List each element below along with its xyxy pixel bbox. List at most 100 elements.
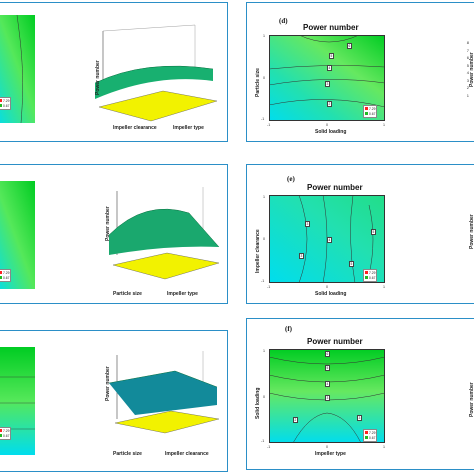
surface-plot-left-1 xyxy=(94,24,218,122)
surface-mesh xyxy=(109,371,217,415)
contour-plot-e: 3 3 4 5 5 xyxy=(269,195,385,283)
panel-f: (f) Power number 2 3 3 4 5 6 7.29 0.67 -… xyxy=(246,318,474,470)
y-tick: 0 xyxy=(263,76,265,80)
contour-title-f: Power number xyxy=(307,337,363,346)
x-axis-label-e: Solid loading xyxy=(315,291,347,297)
contour-level-label: 6 xyxy=(325,351,330,357)
contour-level-label: 3 xyxy=(357,415,362,421)
contour-plot-d: 2 3 4 5 6 xyxy=(269,35,385,121)
z-tick: 6 xyxy=(466,55,469,60)
x-tick: -1 xyxy=(267,123,271,127)
y-axis-label-f: Solid loading xyxy=(255,387,261,419)
z-axis-label-left-2: Power number xyxy=(105,206,111,241)
z-ticks-d: 8 7 6 5 4 3 2 1 xyxy=(461,39,469,99)
y-tick: 1 xyxy=(263,34,265,38)
x-tick: 1 xyxy=(383,123,385,127)
y-tick: 1 xyxy=(263,195,265,199)
legend-low: 0.67 xyxy=(3,103,10,108)
contour-level-label: 3 xyxy=(305,221,310,227)
x-tick: 0 xyxy=(326,285,328,289)
legend-f: 7.29 0.67 xyxy=(363,429,378,442)
legend-high: 7.29 xyxy=(369,270,376,275)
legend-left-1: 7.29 0.67 xyxy=(0,97,12,110)
contour-level-label: 4 xyxy=(327,237,332,243)
z-tick: 5 xyxy=(466,62,469,68)
x-axis-label-d: Solid loading xyxy=(315,129,347,135)
x-tick: 0 xyxy=(326,123,328,127)
legend-low: 0.67 xyxy=(369,111,376,116)
y-axis-label-left-2: Impeller type xyxy=(167,291,198,297)
surface-floor xyxy=(114,410,220,434)
contour-level-label: 5 xyxy=(371,229,376,235)
z-tick: 1 xyxy=(466,92,469,98)
panel-e: (e) Power number 3 3 4 5 5 7.29 0.67 -1 … xyxy=(246,164,474,304)
legend-high: 7.29 xyxy=(369,106,376,111)
contour-level-label: 4 xyxy=(327,65,332,71)
surface-plot-left-3 xyxy=(108,351,220,434)
legend-left-3: 7.29 0.67 xyxy=(0,427,12,440)
contour-level-label: 5 xyxy=(349,261,354,267)
z-axis-label-left-1: Power number xyxy=(95,60,101,95)
y-tick: -1 xyxy=(261,439,265,443)
legend-high: 7.29 xyxy=(3,270,10,275)
panel-label-f: (f) xyxy=(285,325,292,333)
legend-left-2: 7.29 0.67 xyxy=(0,269,12,282)
contour-level-label: 3 xyxy=(325,81,330,87)
z-axis-label-left-3: Power number xyxy=(105,366,111,401)
y-axis-label-e: Impeller clearance xyxy=(255,229,261,273)
y-axis-label-left-1: Impeller type xyxy=(173,125,204,131)
surface-plot-left-2 xyxy=(108,187,220,280)
x-tick: 1 xyxy=(383,445,385,449)
panel-d: (d) Power number 2 3 4 5 6 7.29 0.67 -1 … xyxy=(246,2,474,142)
y-axis-label-d: Particle size xyxy=(255,68,261,97)
x-axis-label-f: Impeller type xyxy=(315,451,346,457)
y-axis-label-left-3: Impeller clearance xyxy=(165,451,209,457)
z-axis-label-d: Power number xyxy=(469,52,474,87)
legend-d: 7.29 0.67 xyxy=(363,105,378,118)
x-axis-label-left-3: Particle size xyxy=(113,451,142,457)
z-tick: 7 xyxy=(466,47,469,53)
x-tick: -1 xyxy=(267,285,271,289)
contour-title-d: Power number xyxy=(303,23,359,32)
legend-high: 7.29 xyxy=(369,430,376,435)
legend-low: 0.67 xyxy=(3,433,10,438)
legend-low: 0.67 xyxy=(369,275,376,280)
x-tick: -1 xyxy=(267,445,271,449)
surface-mesh xyxy=(95,66,213,99)
contour-level-label: 6 xyxy=(347,43,352,49)
panel-label-e: (e) xyxy=(287,175,295,183)
z-axis-label-e: Power number xyxy=(469,214,474,249)
legend-high: 7.29 xyxy=(3,428,10,433)
y-tick: 1 xyxy=(263,349,265,353)
contour-plot-f: 2 3 3 4 5 6 xyxy=(269,349,385,443)
contour-level-label: 2 xyxy=(293,417,298,423)
contour-line xyxy=(16,15,23,123)
contour-svg-f xyxy=(269,349,385,443)
legend-high: 7.29 xyxy=(3,98,10,103)
contour-title-e: Power number xyxy=(307,183,363,192)
z-tick: 3 xyxy=(466,77,469,83)
z-axis-label-f: Power number xyxy=(469,382,474,417)
panel-left-1: 7.29 0.67 Power number Impeller clearanc… xyxy=(0,2,228,142)
x-tick: 0 xyxy=(326,445,328,449)
surface-mesh xyxy=(109,209,219,255)
legend-low: 0.67 xyxy=(369,435,376,440)
x-axis-label-left-2: Particle size xyxy=(113,291,142,297)
panel-left-3: 7.29 0.67 Power number Particle size Imp… xyxy=(0,330,228,472)
legend-e: 7.29 0.67 xyxy=(363,269,378,282)
z-tick: 8 xyxy=(466,40,469,45)
panel-left-2: 7.29 0.67 Power number Particle size Imp… xyxy=(0,164,228,304)
z-tick: 4 xyxy=(466,70,469,75)
contour-level-label: 4 xyxy=(325,381,330,387)
surface-floor xyxy=(112,252,220,280)
z-tick: 2 xyxy=(466,85,469,90)
surface-floor xyxy=(98,90,218,122)
contour-level-label: 5 xyxy=(325,365,330,371)
contour-level-label: 2 xyxy=(327,101,332,107)
y-tick: -1 xyxy=(261,117,265,121)
contour-level-label: 3 xyxy=(299,253,304,259)
y-tick: -1 xyxy=(261,279,265,283)
x-tick: 1 xyxy=(383,285,385,289)
x-axis-label-left-1: Impeller clearance xyxy=(113,125,157,131)
legend-low: 0.67 xyxy=(3,275,10,280)
